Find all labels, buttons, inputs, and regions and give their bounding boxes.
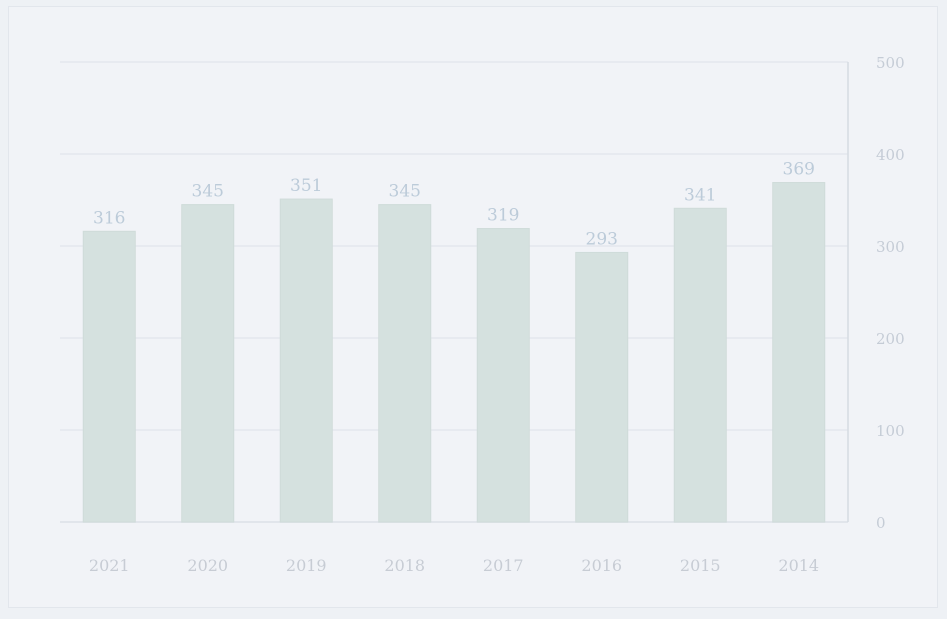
bar-2019: [279, 198, 333, 523]
bar-value-label-2018: 345: [389, 182, 421, 202]
chart-gridlines: [60, 61, 849, 523]
x-tick-label-2020: 2020: [187, 556, 228, 575]
bar-value-label-2017: 319: [487, 206, 519, 226]
x-tick-label-2021: 2021: [89, 556, 130, 575]
bar-value-label-2015: 341: [684, 185, 716, 205]
x-tick-label-2017: 2017: [483, 556, 524, 575]
bar-value-label-2019: 351: [290, 176, 322, 196]
bar-value-label-2016: 293: [586, 229, 618, 249]
chart-y-axis: 0 100 200 300 400 500: [876, 54, 905, 532]
bar-2021: [82, 230, 136, 523]
bar-value-label-2021: 316: [93, 208, 125, 228]
bar-2016: [575, 251, 629, 523]
bar-value-label-2020: 345: [192, 182, 224, 202]
bar-2020: [181, 204, 235, 523]
chart-x-axis: 2021 2020 2019 2018 2017 2016 2015 2014: [89, 556, 819, 575]
chart-bar-labels: 316 345 351 345 319 293 341 369: [93, 160, 815, 250]
y-tick-label-400: 400: [876, 146, 905, 164]
y-tick-label-200: 200: [876, 330, 905, 348]
x-tick-label-2014: 2014: [778, 556, 819, 575]
bar-2014: [772, 182, 826, 523]
x-tick-label-2019: 2019: [286, 556, 327, 575]
bar-2015: [673, 207, 727, 523]
x-tick-label-2015: 2015: [680, 556, 721, 575]
y-tick-label-300: 300: [876, 238, 905, 256]
bar-value-label-2014: 369: [783, 160, 815, 180]
x-tick-label-2018: 2018: [384, 556, 425, 575]
x-tick-label-2016: 2016: [581, 556, 622, 575]
bar-2018: [378, 204, 432, 523]
y-tick-label-100: 100: [876, 422, 905, 440]
chart-bars: [82, 182, 826, 523]
bar-2017: [476, 228, 530, 523]
y-tick-label-0: 0: [876, 514, 886, 532]
y-tick-label-500: 500: [876, 54, 905, 72]
